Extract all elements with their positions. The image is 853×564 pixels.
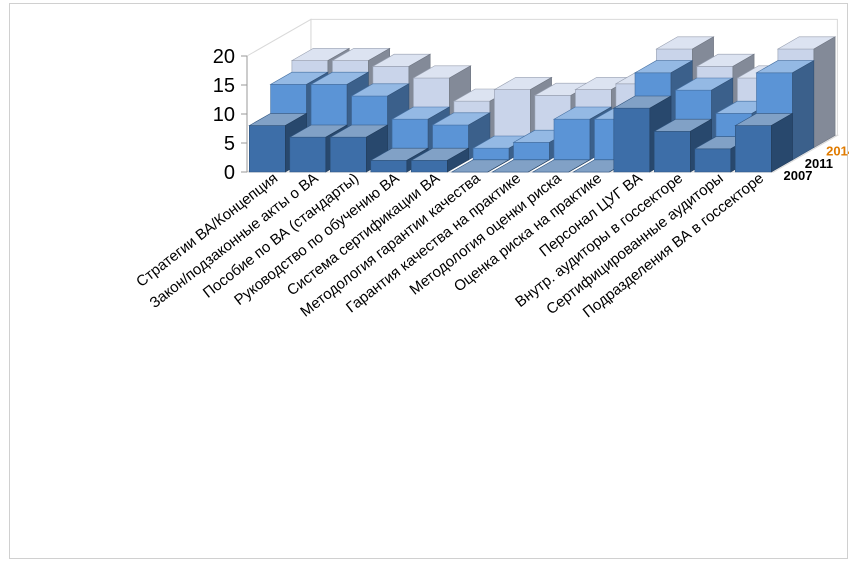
y-tick-label: 15 bbox=[213, 75, 235, 97]
bar-2007-3 bbox=[329, 124, 389, 173]
y-tick-label: 5 bbox=[224, 133, 235, 155]
y-tick-label: 10 bbox=[213, 104, 235, 126]
x-tick-labels: Стратегии ВА/КонцепцияЗакон/подзаконные … bbox=[133, 169, 767, 321]
bar-2007-6 bbox=[450, 159, 511, 173]
chart-svg: 0 5 10 15 20 Стратегии ВА/КонцепцияЗакон/под… bbox=[133, 18, 850, 321]
series-label-2014: 2014 bbox=[826, 144, 849, 159]
series-labels: 200720112014 bbox=[784, 144, 850, 183]
y-tick-labels: 0 5 10 15 20 bbox=[213, 46, 235, 184]
y-tick-label: 0 bbox=[224, 162, 235, 184]
bar-2007-7 bbox=[491, 159, 551, 173]
series-label-2011: 2011 bbox=[805, 156, 833, 171]
bar-2007-8 bbox=[531, 159, 592, 173]
series-label-2007: 2007 bbox=[784, 168, 813, 183]
y-tick-label: 20 bbox=[213, 46, 235, 68]
bar-2007-13 bbox=[734, 112, 794, 173]
chart-area: 0 5 10 15 20 Стратегии ВА/Концепция Закон/под… bbox=[9, 3, 850, 559]
bars bbox=[248, 36, 837, 173]
bar-2007-5 bbox=[410, 147, 470, 173]
